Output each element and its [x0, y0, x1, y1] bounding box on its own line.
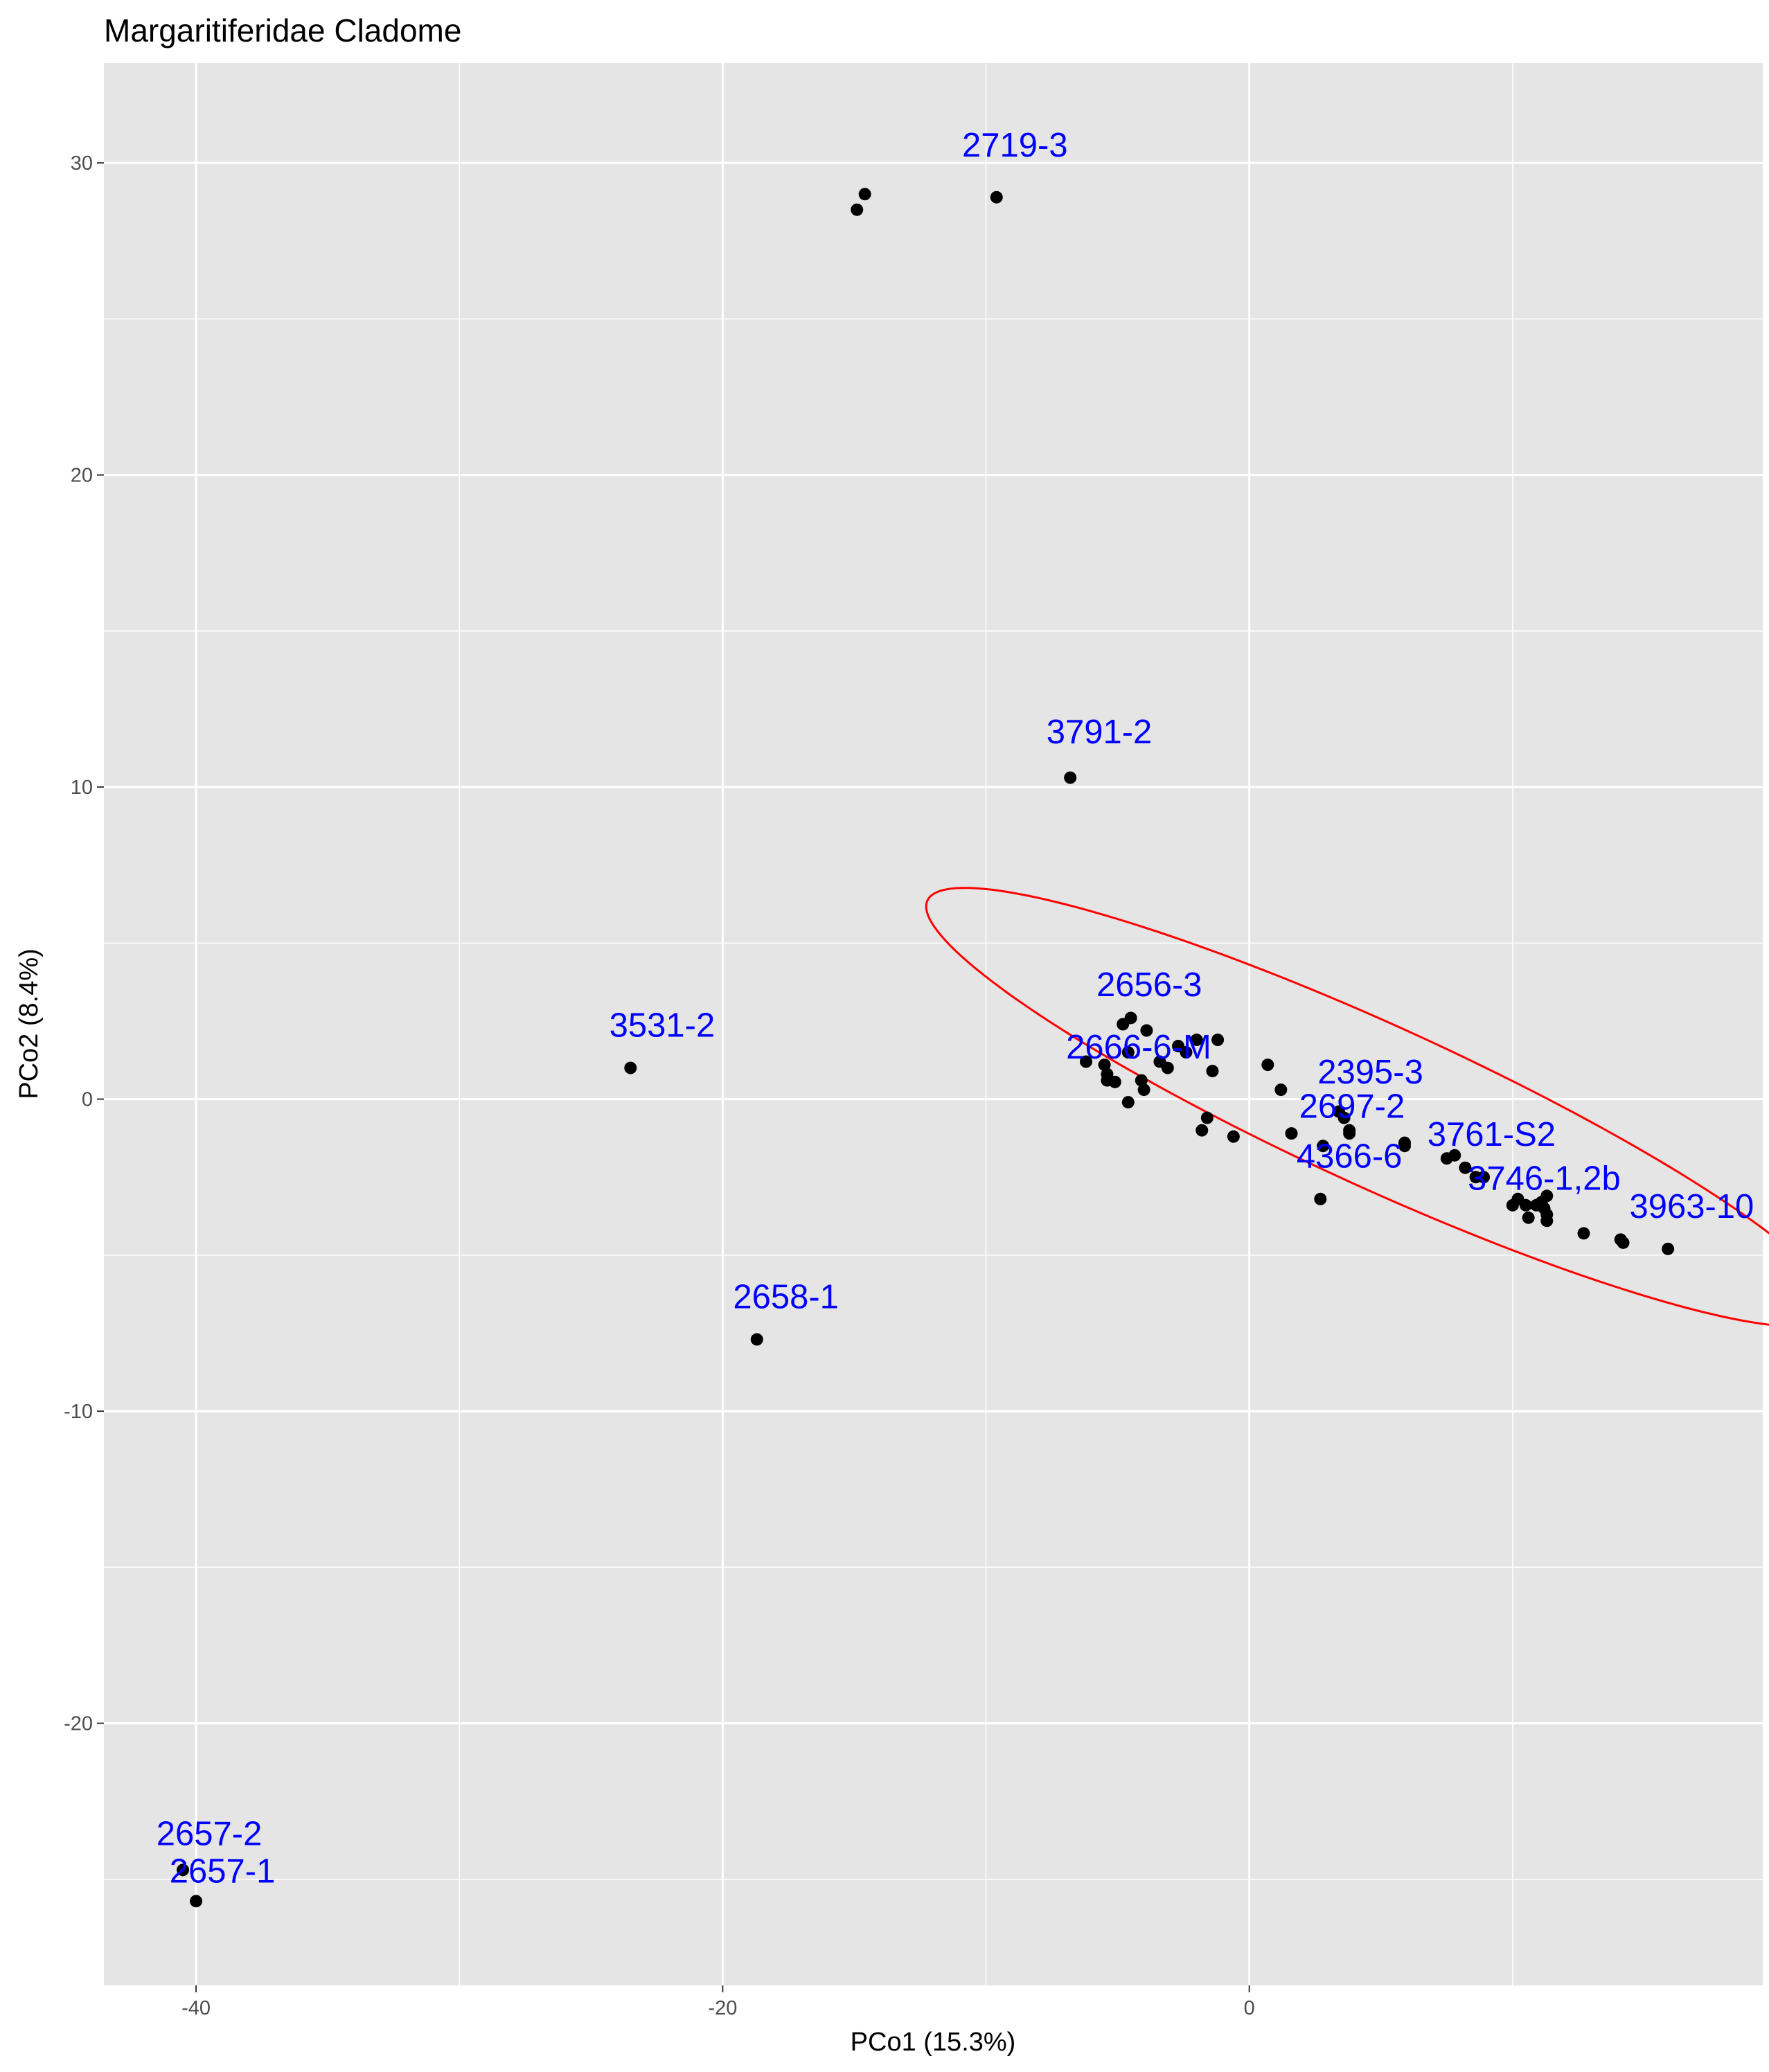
data-point [1343, 1127, 1356, 1140]
data-point [1577, 1227, 1590, 1240]
data-point [1285, 1127, 1298, 1140]
data-point [1200, 1111, 1214, 1124]
plot-panel [104, 63, 1763, 1985]
data-point [1662, 1242, 1675, 1255]
point-label: 3963-10 [1629, 1188, 1754, 1225]
data-point [1274, 1083, 1288, 1097]
data-point [1314, 1192, 1327, 1205]
point-labels: 2719-33791-23531-22656-32666-6-M2395-326… [157, 127, 1754, 1890]
data-point [1137, 1083, 1150, 1097]
data-point [990, 191, 1003, 204]
confidence-ellipse [925, 887, 1769, 1326]
data-point [1161, 1061, 1174, 1074]
y-tick-label: 10 [71, 777, 93, 799]
y-tick-label: -20 [64, 1713, 93, 1735]
data-point [1140, 1024, 1153, 1037]
data-point [1117, 1018, 1130, 1031]
data-point [851, 203, 864, 216]
x-tick-label: 0 [1244, 1997, 1255, 2019]
x-tick-label: -20 [708, 1997, 737, 2019]
point-label: 4366-6 [1297, 1138, 1403, 1176]
point-label: 2395-3 [1317, 1054, 1423, 1091]
data-point [750, 1333, 763, 1346]
data-point [1459, 1161, 1472, 1174]
point-label: 3746-1,2b [1468, 1160, 1621, 1197]
y-tick-label: -10 [64, 1401, 93, 1423]
axis-ticks: -40 -20 0 -20 -10 0 10 20 30 [64, 152, 1255, 2019]
point-label: 2657-1 [170, 1852, 276, 1890]
data-point [1522, 1211, 1535, 1224]
point-label: 2656-3 [1096, 966, 1202, 1004]
data-point [1477, 1171, 1491, 1184]
data-point [1398, 1140, 1411, 1153]
data-point [1064, 771, 1077, 784]
data-point [1190, 1034, 1203, 1047]
data-point [1506, 1198, 1519, 1212]
x-axis-title: PCo1 (15.3%) [851, 2028, 1016, 2057]
point-label: 2719-3 [962, 127, 1068, 164]
data-point [1440, 1152, 1453, 1165]
point-label: 3761-S2 [1428, 1116, 1556, 1153]
y-axis-title: PCo2 (8.4%) [15, 948, 44, 1099]
data-point [1121, 1096, 1135, 1109]
grid-lines [104, 63, 1763, 1985]
y-tick-label: 30 [71, 152, 93, 175]
data-point [1540, 1214, 1554, 1228]
data-point [1135, 1074, 1148, 1087]
confidence-ellipse-group [925, 887, 1769, 1326]
data-point [177, 1863, 190, 1877]
data-point [1227, 1130, 1240, 1143]
point-label: 3791-2 [1047, 714, 1153, 751]
y-tick-label: 20 [71, 465, 93, 487]
data-point [1317, 1140, 1330, 1153]
data-point [1195, 1124, 1209, 1137]
data-point [858, 188, 871, 201]
data-point [624, 1061, 637, 1074]
data-point [1337, 1111, 1351, 1124]
data-points [177, 188, 1675, 1908]
data-point [1206, 1065, 1219, 1078]
point-label: 2697-2 [1299, 1088, 1405, 1126]
data-point [1519, 1198, 1532, 1212]
point-label: 2657-2 [157, 1815, 263, 1852]
point-label: 3531-2 [610, 1007, 715, 1045]
data-point [1180, 1046, 1193, 1059]
data-point [1617, 1236, 1630, 1249]
x-tick-label: -40 [181, 1997, 211, 2019]
point-label: 2658-1 [733, 1278, 839, 1316]
data-point [1121, 1046, 1135, 1059]
data-point [1108, 1075, 1121, 1088]
data-point [1098, 1059, 1111, 1072]
data-point [1211, 1034, 1225, 1047]
data-point [1261, 1059, 1274, 1072]
data-point [190, 1895, 203, 1908]
point-label: 2666-6-M [1066, 1029, 1211, 1066]
data-point [1079, 1055, 1092, 1068]
y-tick-label: 0 [82, 1089, 93, 1111]
chart-title: Margaritiferidae Cladome [104, 12, 461, 48]
